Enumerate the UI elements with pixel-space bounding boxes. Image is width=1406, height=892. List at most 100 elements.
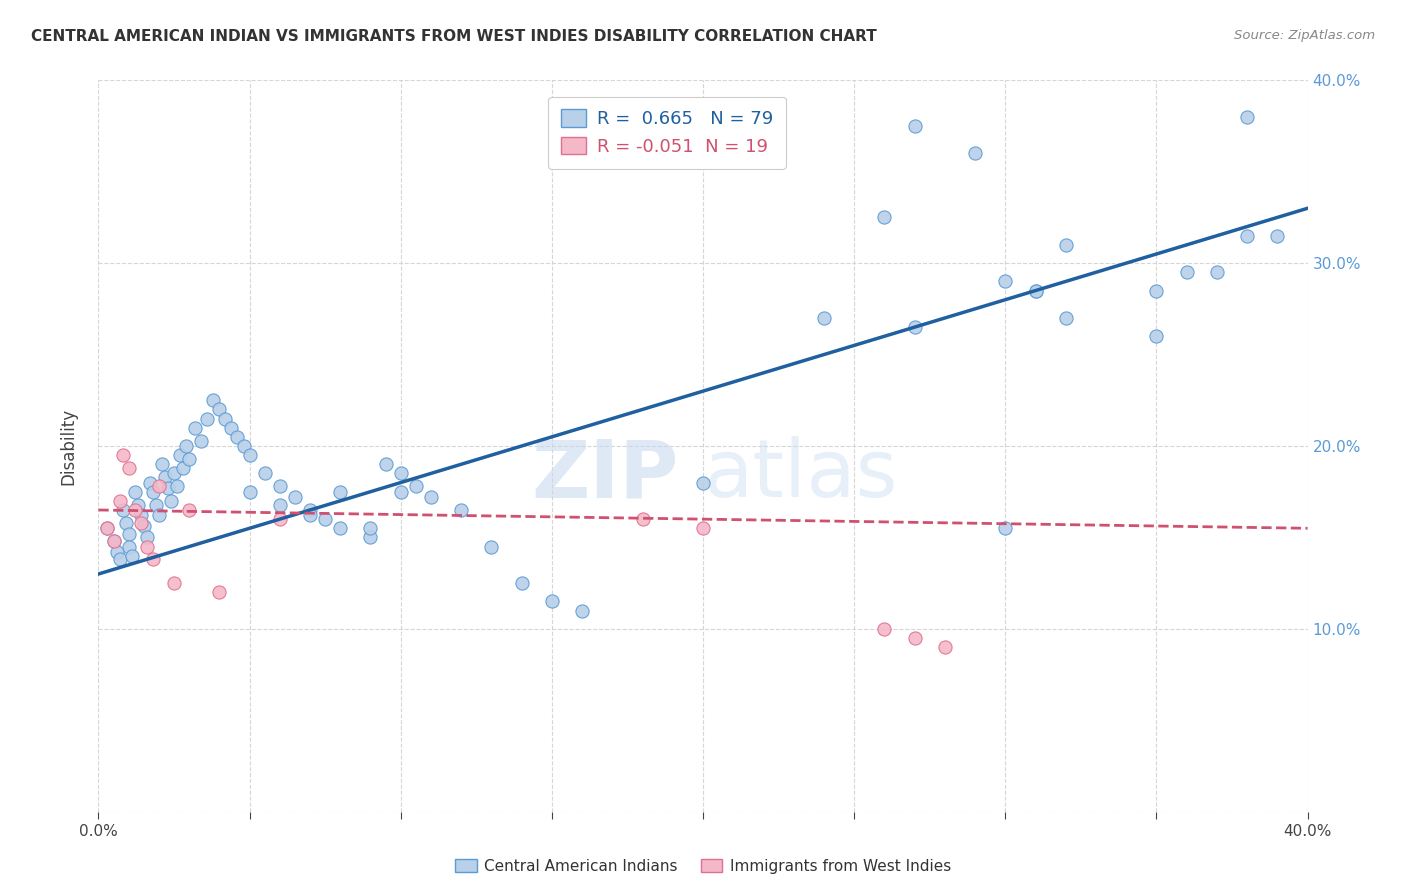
Point xyxy=(105,545,128,559)
Point xyxy=(114,516,136,530)
Point xyxy=(150,457,173,471)
Point xyxy=(1144,329,1167,343)
Point xyxy=(108,494,131,508)
Point xyxy=(420,490,443,504)
Point xyxy=(314,512,336,526)
Point xyxy=(111,503,134,517)
Point xyxy=(299,508,322,523)
Point xyxy=(1144,284,1167,298)
Point xyxy=(1206,265,1229,279)
Point xyxy=(389,484,412,499)
Point xyxy=(166,479,188,493)
Legend: R =  0.665   N = 79, R = -0.051  N = 19: R = 0.665 N = 79, R = -0.051 N = 19 xyxy=(548,96,786,169)
Point xyxy=(269,512,291,526)
Point xyxy=(904,631,927,645)
Point xyxy=(329,484,352,499)
Point xyxy=(153,470,176,484)
Point xyxy=(389,467,412,481)
Point xyxy=(190,434,212,448)
Point xyxy=(174,439,197,453)
Point xyxy=(360,521,382,535)
Point xyxy=(965,146,987,161)
Point xyxy=(96,521,118,535)
Text: CENTRAL AMERICAN INDIAN VS IMMIGRANTS FROM WEST INDIES DISABILITY CORRELATION CH: CENTRAL AMERICAN INDIAN VS IMMIGRANTS FR… xyxy=(31,29,877,44)
Point xyxy=(226,430,249,444)
Point xyxy=(329,521,352,535)
Point xyxy=(163,467,186,481)
Point xyxy=(813,310,835,325)
Point xyxy=(450,503,472,517)
Point xyxy=(142,484,165,499)
Point xyxy=(692,475,714,490)
Point xyxy=(253,467,276,481)
Point xyxy=(481,540,503,554)
Point xyxy=(121,549,143,563)
Point xyxy=(135,530,157,544)
Point xyxy=(129,516,152,530)
Point xyxy=(172,461,194,475)
Point xyxy=(108,552,131,566)
Point xyxy=(510,576,533,591)
Point xyxy=(129,508,152,523)
Point xyxy=(239,484,262,499)
Point xyxy=(195,411,218,425)
Point xyxy=(179,503,201,517)
Point xyxy=(103,534,125,549)
Point xyxy=(1054,310,1077,325)
Point xyxy=(571,603,593,617)
Point xyxy=(148,508,170,523)
Point xyxy=(269,479,291,493)
Point xyxy=(360,530,382,544)
Text: atlas: atlas xyxy=(703,436,897,515)
Point xyxy=(202,393,225,408)
Point xyxy=(873,211,896,225)
Point xyxy=(904,119,927,133)
Point xyxy=(118,526,141,541)
Point xyxy=(142,552,165,566)
Point xyxy=(111,448,134,462)
Legend: Central American Indians, Immigrants from West Indies: Central American Indians, Immigrants fro… xyxy=(449,853,957,880)
Point xyxy=(904,320,927,334)
Point xyxy=(163,576,186,591)
Point xyxy=(179,451,201,466)
Point xyxy=(1024,284,1046,298)
Point xyxy=(1267,228,1289,243)
Point xyxy=(692,521,714,535)
Point xyxy=(127,498,149,512)
Point xyxy=(873,622,896,636)
Point xyxy=(96,521,118,535)
Point xyxy=(631,512,654,526)
Point xyxy=(1054,238,1077,252)
Point xyxy=(1236,110,1258,124)
Point xyxy=(124,484,146,499)
Point xyxy=(118,540,141,554)
Point xyxy=(1236,228,1258,243)
Point xyxy=(221,421,243,435)
Point xyxy=(156,481,179,495)
Point xyxy=(208,402,231,417)
Point xyxy=(103,534,125,549)
Point xyxy=(239,448,262,462)
Point xyxy=(139,475,162,490)
Point xyxy=(994,275,1017,289)
Point xyxy=(232,439,254,453)
Point xyxy=(994,521,1017,535)
Point xyxy=(148,479,170,493)
Point xyxy=(169,448,191,462)
Y-axis label: Disability: Disability xyxy=(59,408,77,484)
Point xyxy=(145,498,167,512)
Point xyxy=(1024,284,1046,298)
Point xyxy=(540,594,562,608)
Point xyxy=(374,457,396,471)
Point xyxy=(405,479,427,493)
Point xyxy=(1175,265,1198,279)
Point xyxy=(934,640,956,655)
Point xyxy=(118,461,141,475)
Point xyxy=(269,498,291,512)
Text: ZIP: ZIP xyxy=(531,436,679,515)
Point xyxy=(184,421,207,435)
Point xyxy=(135,540,157,554)
Point xyxy=(284,490,307,504)
Point xyxy=(124,503,146,517)
Point xyxy=(132,519,155,533)
